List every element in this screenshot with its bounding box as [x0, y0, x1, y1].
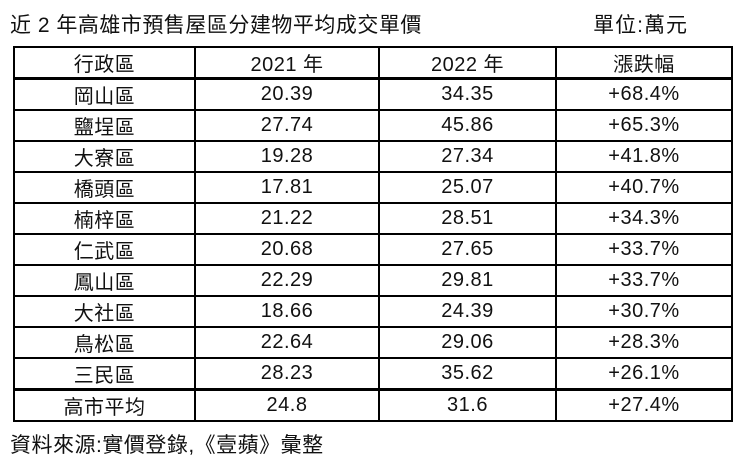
cell-district: 大寮區 — [13, 140, 196, 173]
header-district: 行政區 — [13, 46, 196, 80]
header-2022: 2022 年 — [378, 46, 557, 80]
cell-2022-price: 35.62 — [378, 357, 557, 391]
cell-district: 三民區 — [13, 357, 196, 391]
cell-district: 仁武區 — [13, 233, 196, 266]
source-note: 資料來源:實價登錄,《壹蘋》彙整 — [10, 434, 324, 457]
cell-change: +28.3% — [555, 326, 733, 359]
cell-2021-price: 17.81 — [194, 171, 380, 204]
cell-2021-price: 28.23 — [194, 357, 380, 391]
cell-district: 大社區 — [13, 295, 196, 328]
cell-change: +26.1% — [555, 357, 733, 391]
table-row: 三民區 28.23 35.62 +26.1% — [13, 357, 733, 391]
header-2021: 2021 年 — [194, 46, 380, 80]
cell-district: 橋頭區 — [13, 171, 196, 204]
cell-2022-price: 29.81 — [378, 264, 557, 297]
price-table: 行政區 2021 年 2022 年 漲跌幅 岡山區 20.39 34.35 +6… — [13, 46, 733, 422]
cell-change: +41.8% — [555, 140, 733, 173]
table-row: 大社區 18.66 24.39 +30.7% — [13, 295, 733, 328]
table-row: 楠梓區 21.22 28.51 +34.3% — [13, 202, 733, 235]
table-row: 岡山區 20.39 34.35 +68.4% — [13, 77, 733, 111]
cell-2022-price: 28.51 — [378, 202, 557, 235]
cell-2022-price: 27.34 — [378, 140, 557, 173]
cell-2021-price: 18.66 — [194, 295, 380, 328]
cell-2021-price: 21.22 — [194, 202, 380, 235]
cell-2022-price: 45.86 — [378, 109, 557, 142]
cell-2022-price: 24.39 — [378, 295, 557, 328]
cell-change: +34.3% — [555, 202, 733, 235]
cell-district: 鹽埕區 — [13, 109, 196, 142]
cell-district: 岡山區 — [13, 77, 196, 111]
cell-change: +33.7% — [555, 264, 733, 297]
cell-2021-price: 22.29 — [194, 264, 380, 297]
cell-change: +33.7% — [555, 233, 733, 266]
cell-district: 鳳山區 — [13, 264, 196, 297]
cell-2021-price: 27.74 — [194, 109, 380, 142]
table-row: 大寮區 19.28 27.34 +41.8% — [13, 140, 733, 173]
unit-label: 單位:萬元 — [593, 14, 688, 37]
cell-2021-price: 20.39 — [194, 77, 380, 111]
cell-2022-price: 34.35 — [378, 77, 557, 111]
cell-2021-price: 24.8 — [194, 388, 380, 422]
page-title: 近 2 年高雄市預售屋區分建物平均成交單價 — [10, 14, 422, 37]
cell-2021-price: 19.28 — [194, 140, 380, 173]
cell-2021-price: 22.64 — [194, 326, 380, 359]
cell-change: +68.4% — [555, 77, 733, 111]
table-row: 鳥松區 22.64 29.06 +28.3% — [13, 326, 733, 359]
cell-district: 高市平均 — [13, 388, 196, 422]
table-header-row: 行政區 2021 年 2022 年 漲跌幅 — [13, 46, 733, 80]
cell-change: +65.3% — [555, 109, 733, 142]
cell-district: 楠梓區 — [13, 202, 196, 235]
cell-change: +40.7% — [555, 171, 733, 204]
cell-change: +27.4% — [555, 388, 733, 422]
table-row-average: 高市平均 24.8 31.6 +27.4% — [13, 388, 733, 422]
cell-2022-price: 31.6 — [378, 388, 557, 422]
cell-district: 鳥松區 — [13, 326, 196, 359]
title-row: 近 2 年高雄市預售屋區分建物平均成交單價 單位:萬元 — [0, 0, 750, 46]
cell-change: +30.7% — [555, 295, 733, 328]
table-row: 鳳山區 22.29 29.81 +33.7% — [13, 264, 733, 297]
table-row: 鹽埕區 27.74 45.86 +65.3% — [13, 109, 733, 142]
cell-2022-price: 25.07 — [378, 171, 557, 204]
cell-2022-price: 29.06 — [378, 326, 557, 359]
table-row: 橋頭區 17.81 25.07 +40.7% — [13, 171, 733, 204]
table-row: 仁武區 20.68 27.65 +33.7% — [13, 233, 733, 266]
cell-2022-price: 27.65 — [378, 233, 557, 266]
header-change: 漲跌幅 — [555, 46, 733, 80]
cell-2021-price: 20.68 — [194, 233, 380, 266]
